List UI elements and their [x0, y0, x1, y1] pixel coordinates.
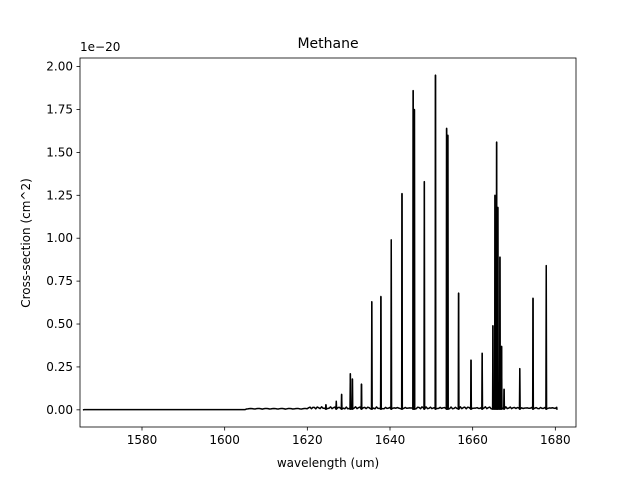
- plot-area: 1580 1600 1620 1640 1660 1680 0.00 0.25 0.50 0.75…: [46, 57, 577, 447]
- y-tick-label: 1.25: [46, 188, 73, 202]
- x-tick-label: 1580: [127, 433, 158, 447]
- x-tick-label: 1640: [375, 433, 406, 447]
- y-tick-label: 2.00: [46, 60, 73, 74]
- axes-frame: [79, 57, 577, 428]
- y-tick-label: 1.00: [46, 231, 73, 245]
- y-tick-label: 0.00: [46, 403, 73, 417]
- y-tick-label: 0.50: [46, 317, 73, 331]
- y-offset-label: 1e−20: [80, 40, 120, 54]
- x-tick-label: 1620: [292, 433, 323, 447]
- y-tick-label: 0.25: [46, 360, 73, 374]
- y-tick-label: 0.75: [46, 274, 73, 288]
- y-axis-label: Cross-section (cm^2): [19, 178, 33, 308]
- x-tick-label: 1600: [209, 433, 240, 447]
- chart-title: Methane: [297, 36, 358, 52]
- x-tick-label: 1680: [540, 433, 571, 447]
- x-axis-label: wavelength (um): [277, 456, 379, 470]
- y-tick-label: 1.50: [46, 145, 73, 159]
- x-tick-label: 1660: [457, 433, 488, 447]
- y-tick-label: 1.75: [46, 102, 73, 116]
